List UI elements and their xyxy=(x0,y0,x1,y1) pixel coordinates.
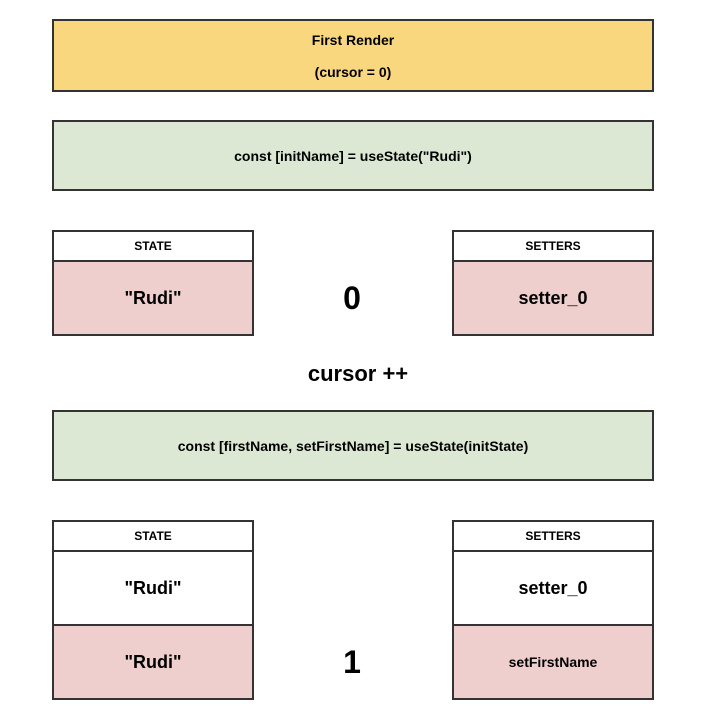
setter-cell-1-0: setter_0 xyxy=(452,260,654,336)
cursor-index-1: 1 xyxy=(343,643,361,680)
setters-header-2: SETTERS xyxy=(452,520,654,552)
setters-header-1: SETTERS xyxy=(452,230,654,262)
first-render-banner: First Render (cursor = 0) xyxy=(52,19,654,92)
first-name-code-box: const [firstName, setFirstName] = useSta… xyxy=(52,410,654,481)
first-render-title: First Render xyxy=(311,31,395,48)
first-name-code: const [firstName, setFirstName] = useSta… xyxy=(177,437,529,454)
state-cell-2-1: "Rudi" xyxy=(52,624,254,700)
setter-cell-2-0: setter_0 xyxy=(452,550,654,626)
state-cell-1-0: "Rudi" xyxy=(52,260,254,336)
cursor-initial-note: (cursor = 0) xyxy=(314,63,392,80)
state-header-1: STATE xyxy=(52,230,254,262)
state-header-2: STATE xyxy=(52,520,254,552)
setter-cell-2-1: setFirstName xyxy=(452,624,654,700)
state-cell-2-0: "Rudi" xyxy=(52,550,254,626)
init-name-code: const [initName] = useState("Rudi") xyxy=(234,147,472,164)
cursor-index-0: 0 xyxy=(343,279,361,316)
cursor-increment-label: cursor ++ xyxy=(307,361,409,386)
init-name-code-box: const [initName] = useState("Rudi") xyxy=(52,120,654,191)
